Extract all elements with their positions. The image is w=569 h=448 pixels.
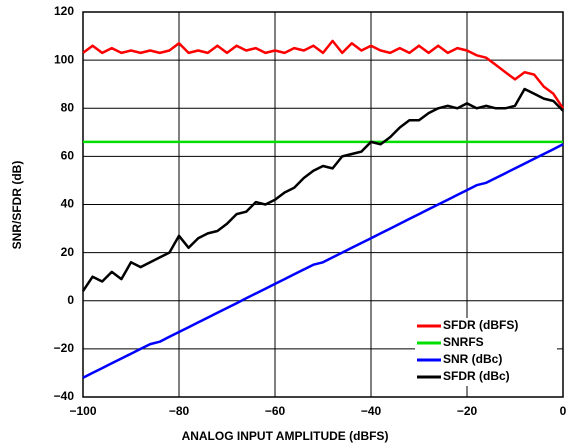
legend-box	[415, 318, 557, 386]
y-tick-label: 20	[61, 245, 75, 259]
y-axis-title: SNR/SFDR (dB)	[10, 161, 24, 250]
y-tick-label: −40	[54, 389, 75, 403]
series-line	[82, 143, 564, 379]
y-tick-label: −20	[54, 341, 75, 355]
x-tick-label: 0	[560, 404, 567, 418]
y-tick-label: 100	[54, 52, 74, 66]
plot-frame	[82, 11, 564, 398]
x-tick-label: −40	[361, 404, 382, 418]
legend-label: SNRFS	[443, 335, 484, 349]
x-tick-label: −80	[169, 404, 190, 418]
x-tick-label: −60	[265, 404, 286, 418]
legend-label: SFDR (dBFS)	[443, 318, 518, 332]
series-line	[82, 39, 565, 109]
y-tick-label: 40	[61, 197, 75, 211]
legend-label: SFDR (dBc)	[443, 369, 510, 383]
legend-label: SNR (dBc)	[443, 352, 502, 366]
y-tick-label: 120	[54, 4, 74, 18]
x-tick-label: −20	[457, 404, 478, 418]
y-tick-label: 80	[61, 100, 75, 114]
series-line	[81, 87, 564, 292]
y-tick-label: 60	[61, 149, 75, 163]
y-tick-label: 0	[67, 293, 74, 307]
x-tick-label: −100	[69, 404, 96, 418]
x-axis-title: ANALOG INPUT AMPLITUDE (dBFS)	[182, 429, 389, 443]
